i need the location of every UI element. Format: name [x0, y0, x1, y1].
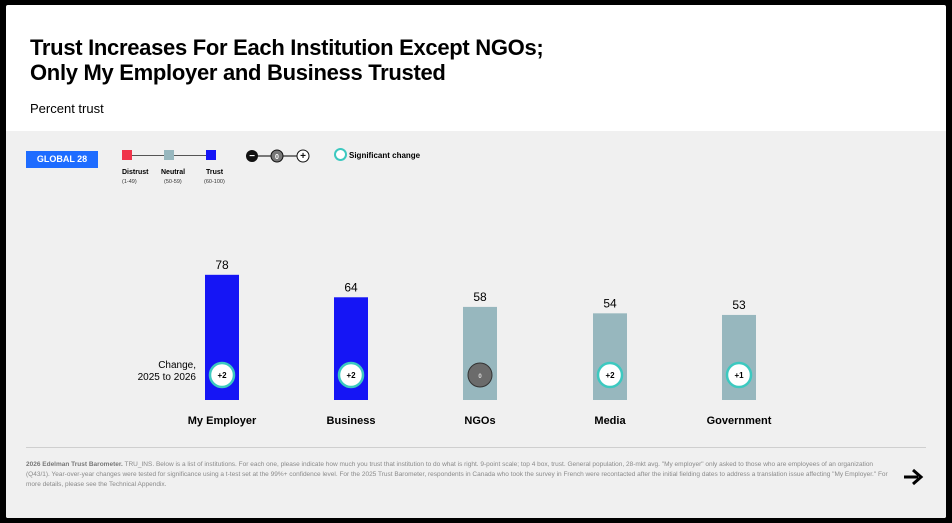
minus-marker-icon — [246, 150, 258, 162]
change-value-my-employer: +2 — [217, 371, 227, 380]
significant-change-label: Significant change — [349, 151, 421, 160]
value-label-media: 54 — [603, 296, 617, 310]
category-label-government: Government — [707, 415, 772, 427]
legend-neutral-swatch — [164, 150, 174, 160]
zero-marker-icon — [270, 149, 284, 163]
legend-distrust-swatch — [122, 150, 132, 160]
legend-distrust-range: (1-49) — [122, 179, 137, 185]
change-value-media: +2 — [605, 371, 615, 380]
change-value-government: +1 — [734, 371, 744, 380]
significant-change-icon — [334, 148, 347, 161]
legend-neutral-label: Neutral — [161, 169, 186, 176]
legend-trust-swatch — [206, 150, 216, 160]
page-title: Trust Increases For Each Institution Exc… — [30, 35, 544, 85]
bar-chart: 78 +2 My Employer 64 +2 Business 58 0 NGOs 54 +2 Me… — [188, 258, 772, 427]
change-value-business: +2 — [346, 371, 356, 380]
value-label-government: 53 — [732, 298, 746, 312]
category-label-my-employer: My Employer — [188, 415, 257, 427]
change-marker-ngos — [467, 362, 493, 388]
change-label: Change, 2025 to 2026 — [116, 360, 196, 384]
minus-symbol: − — [249, 151, 255, 162]
footer-divider — [26, 447, 926, 448]
plus-symbol: + — [300, 151, 306, 162]
chart-subtitle: Percent trust — [30, 101, 104, 116]
change-label-line-1: Change, — [158, 360, 196, 371]
footnote-source: 2026 Edelman Trust Barometer. — [26, 461, 123, 468]
change-marker-media — [596, 361, 624, 389]
title-line-1: Trust Increases For Each Institution Exc… — [30, 35, 544, 60]
change-marker-business — [337, 361, 365, 389]
value-label-my-employer: 78 — [215, 258, 229, 272]
plus-marker-icon — [296, 149, 310, 163]
category-label-media: Media — [594, 415, 626, 427]
global-badge: GLOBAL 28 — [26, 151, 98, 168]
change-marker-government — [725, 361, 753, 389]
legend-trust-range: (60-100) — [204, 179, 225, 185]
footnote: 2026 Edelman Trust Barometer. TRU_INS. B… — [26, 460, 892, 490]
change-label-line-2: 2025 to 2026 — [137, 372, 196, 383]
value-label-business: 64 — [344, 280, 358, 294]
right-arrow-icon[interactable] — [902, 468, 924, 486]
footnote-text: TRU_INS. Below is a list of institutions… — [26, 461, 888, 488]
change-value-ngos: 0 — [478, 374, 482, 380]
title-line-2: Only My Employer and Business Trusted — [30, 60, 446, 85]
value-label-ngos: 58 — [473, 290, 487, 304]
zero-symbol: 0 — [275, 154, 279, 161]
change-marker-my-employer — [208, 361, 236, 389]
category-label-ngos: NGOs — [464, 415, 495, 427]
change-marker-legend: − 0 + — [246, 149, 310, 163]
category-label-business: Business — [327, 415, 376, 427]
legend-distrust-label: Distrust — [122, 169, 149, 176]
slide: Trust Increases For Each Institution Exc… — [6, 5, 946, 518]
chart-panel: GLOBAL 28 Distrust (1-49) Neutral (50-59… — [6, 131, 946, 518]
legend-neutral-range: (50-59) — [164, 179, 182, 185]
legend-trust-label: Trust — [206, 169, 224, 176]
